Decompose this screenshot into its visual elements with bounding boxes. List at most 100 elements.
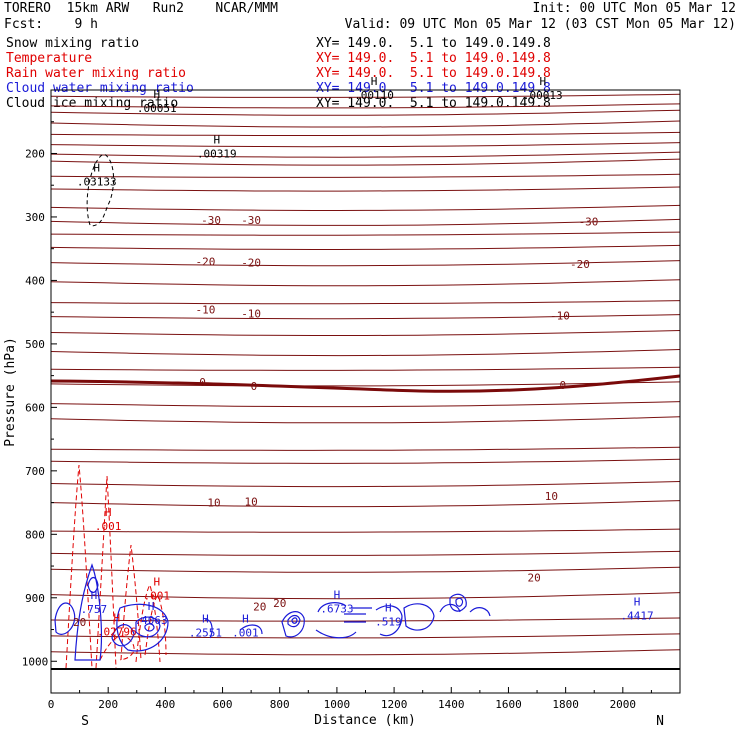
legend-xy-cloud-water: XY= 149.0. 5.1 to 149.0.149.8 [316,81,551,96]
maximum-marker: H [334,589,341,602]
isotherm-line [50,231,681,236]
temperature-label: 20 [253,601,266,614]
ice-snow-contours [86,153,114,227]
isotherm-line [50,279,681,287]
maximum-marker: H [105,506,112,519]
maximum-marker: H [539,75,546,88]
maximum-marker: H [634,596,641,609]
isotherm-line [50,592,681,600]
y-tick-label: 600 [25,401,45,414]
maximum-marker: H [385,601,392,614]
x-tick-label: 1800 [552,698,579,711]
y-axis-title: Pressure (hPa) [3,337,18,447]
zero-isotherm [50,374,681,393]
isotherm-line [50,173,681,178]
isotherm-line [50,528,681,533]
x-axis: 0 200 400 600 800 1000 1200 1400 1600 1800 2000 [48,687,652,711]
maximum-value: .001 [232,627,259,640]
forecast-hour: Fcst: 9 h [4,17,98,32]
x-tick-label: 1200 [381,698,408,711]
maximum-marker: H [93,161,100,174]
legend-cloud-water: Cloud water mixing ratio [6,81,194,96]
maximum-value: .03133 [77,175,117,188]
maximum-marker: H [202,613,209,626]
temperature-label: -20 [570,258,590,271]
isotherm-line [50,109,681,116]
maximum-value: .00013 [523,89,563,102]
y-tick-label: 800 [25,528,45,541]
temperature-label: 10 [245,495,258,508]
maximum-marker: H [242,613,249,626]
valid-time: Valid: 09 UTC Mon 05 Mar 12 (03 CST Mon … [344,17,736,32]
temperature-label: -20 [195,255,215,268]
maximum-value: .001 [95,520,122,533]
legend-snow: Snow mixing ratio [6,36,140,51]
isotherm-line [50,458,681,464]
isotherm-line [50,649,681,656]
plot-frame [50,89,681,694]
maximum-marker: H [148,600,155,613]
temperature-label: 10 [545,490,558,503]
temperature-label: -20 [241,257,261,270]
x-tick-label: 1600 [495,698,522,711]
legend-xy-snow: XY= 149.0. 5.1 to 149.0.149.8 [316,36,551,51]
temperature-label: -10 [241,307,261,320]
init-time: Init: 00 UTC Mon 05 Mar 12 [532,1,737,16]
isotherm-line [50,158,681,166]
x-tick-label: 200 [98,698,118,711]
cloud-water-contours [54,563,491,661]
temperature-label: -30 [241,214,261,227]
maximum-value: .4063 [135,614,168,627]
south-label: S [81,714,89,729]
isotherm-line [50,103,681,109]
x-tick-label: 1400 [438,698,465,711]
temperature-labels: -30 -30 -30 -20 -20 -20 -10 -10 -10 0 0 0 10 10 10 20 20… [73,214,598,629]
temperature-label: 20 [273,597,286,610]
isotherm-line [50,330,681,336]
isotherm-line [50,566,681,573]
temperature-label: 20 [528,571,541,584]
maximum-value: .001 [144,589,171,602]
isotherm-line [50,131,681,136]
temperature-label: -10 [550,309,570,322]
y-tick-label: 1000 [22,655,49,668]
isotherm-line [50,481,681,488]
maximum-value: .00319 [197,147,237,160]
isotherm-line [50,93,681,98]
isotherm-line [50,416,681,424]
y-tick-label: 300 [25,211,45,224]
isotherm-line [50,142,681,148]
maximum-value: .4417 [621,610,654,623]
maximum-value: .757 [81,603,108,616]
legend-temperature: Temperature [6,51,93,66]
isotherm-line [50,151,681,158]
isotherm-line [50,244,681,250]
temperature-contours [50,93,681,656]
maximum-value: .6733 [320,603,353,616]
x-tick-label: 1000 [324,698,351,711]
model-title: TORERO 15km ARW Run2 NCAR/MMM [4,1,278,16]
maximum-marker: H [153,88,160,101]
x-tick-label: 600 [213,698,233,711]
maximum-marker: H [371,75,378,88]
y-axis: 200 300 400 500 600 700 800 900 1000 [22,121,57,668]
temperature-label: 0 [559,379,566,392]
maximum-marker: H [153,575,160,588]
north-label: N [656,714,664,729]
y-tick-label: 200 [25,147,45,160]
x-axis-title: Distance (km) [314,713,416,728]
x-tick-label: 800 [270,698,290,711]
x-tick-label: 2000 [610,698,637,711]
y-tick-label: 900 [25,592,45,605]
legend-xy-rain: XY= 149.0. 5.1 to 149.0.149.8 [316,66,551,81]
legend-rain: Rain water mixing ratio [6,66,187,81]
isotherm-line [50,446,681,451]
isotherm-line [50,260,681,267]
y-tick-label: 700 [25,465,45,478]
maximum-value: .00110 [354,89,394,102]
isotherm-line [50,204,681,211]
isotherm-line [50,550,681,556]
y-tick-label: 400 [25,274,45,287]
temperature-label: 10 [207,497,220,510]
